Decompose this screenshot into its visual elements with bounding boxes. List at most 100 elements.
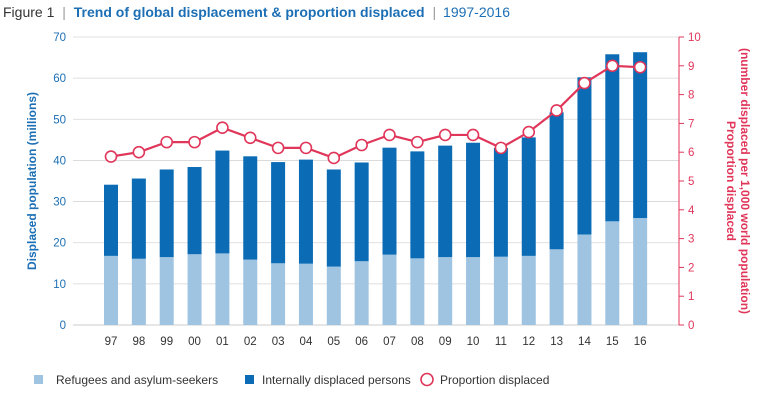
x-axis-tick-label: 14 (578, 336, 591, 348)
bar-idp (131, 178, 146, 259)
bar-refugees (159, 257, 174, 325)
left-axis-tick-label: 70 (53, 32, 66, 44)
figure-title: Figure 1 | Trend of global displacement … (3, 4, 510, 20)
proportion-marker (104, 150, 118, 163)
proportion-marker (216, 121, 229, 135)
x-axis-tick-label: 07 (383, 336, 396, 348)
bar-refugees (298, 263, 313, 325)
legend-swatch-refugees (34, 375, 43, 384)
x-axis-tick-label: 01 (216, 336, 229, 348)
bar-refugees (215, 253, 230, 325)
bar-idp (410, 151, 425, 259)
left-axis-tick-label: 60 (53, 73, 66, 85)
bar-refugees (410, 258, 425, 325)
x-axis-tick-label: 10 (467, 336, 480, 348)
bar-idp (633, 52, 648, 219)
bar-refugees (521, 255, 536, 325)
right-axis-ticks: 0 1 2 3 4 5 6 7 8 9 10 (679, 32, 701, 332)
title-separator: | (433, 4, 437, 20)
bar-idp (354, 162, 369, 262)
legend: Refugees and asylum-seekers Internally d… (34, 372, 549, 387)
x-axis-tick-label: 03 (272, 336, 285, 348)
proportion-marker (438, 128, 452, 142)
proportion-marker (411, 135, 424, 149)
title-years: 1997-2016 (443, 4, 510, 20)
bar-refugees (466, 257, 481, 325)
proportion-marker (299, 141, 313, 155)
bar-idp (104, 184, 118, 256)
bar-refugees (104, 255, 118, 325)
left-axis-tick-label: 10 (53, 279, 66, 291)
bar-refugees (382, 254, 397, 325)
bar-refugees (633, 218, 648, 325)
bar-refugees (187, 254, 202, 325)
proportion-marker (327, 151, 341, 165)
proportion-marker (605, 59, 619, 73)
title-separator: | (62, 4, 66, 20)
right-axis-tick-label: 8 (688, 90, 694, 102)
x-axis-tick-label: 97 (105, 336, 118, 348)
bar-idp (549, 112, 564, 250)
bar-idp (466, 142, 481, 258)
bar-refugees (131, 258, 146, 325)
bar-refugees (326, 266, 341, 325)
bar-idp (493, 148, 508, 257)
bar-series (104, 52, 648, 325)
bar-refugees (243, 259, 258, 325)
legend-marker-proportion (420, 372, 434, 387)
right-axis-tick-label: 1 (688, 291, 694, 303)
right-axis-title-line2: (number displaced per 1,000 world popula… (738, 48, 752, 314)
proportion-marker (160, 135, 173, 149)
bar-idp (605, 54, 620, 222)
left-axis-tick-label: 20 (53, 238, 66, 250)
left-axis-tick-label: 40 (53, 155, 66, 167)
bar-idp (382, 147, 397, 255)
x-axis-tick-label: 09 (439, 336, 452, 348)
x-axis-tick-label: 08 (411, 336, 424, 348)
legend-item-proportion: Proportion displaced (420, 372, 549, 387)
x-axis-tick-label: 13 (550, 336, 563, 348)
x-axis-tick-label: 98 (132, 336, 145, 348)
right-axis-tick-label: 4 (688, 205, 695, 217)
figure-number: Figure 1 (3, 4, 55, 20)
left-axis-tick-label: 30 (53, 197, 66, 209)
proportion-marker (355, 138, 368, 152)
legend-label-idp: Internally displaced persons (262, 373, 411, 387)
bar-refugees (549, 249, 564, 325)
proportion-marker (550, 104, 563, 117)
bar-refugees (438, 257, 453, 325)
legend-label-proportion: Proportion displaced (440, 373, 549, 387)
right-axis-tick-label: 3 (688, 234, 694, 246)
title-main: Trend of global displacement & proportio… (74, 4, 425, 20)
left-axis-tick-label: 50 (53, 114, 66, 126)
bar-idp (521, 137, 536, 256)
right-axis-title-line1: Proportion displaced (724, 121, 738, 241)
proportion-marker (132, 145, 146, 159)
bar-idp (215, 150, 230, 254)
left-axis-title: Displaced population (millions) (25, 92, 39, 270)
right-axis-tick-label: 9 (688, 61, 694, 73)
x-axis-tick-label: 04 (300, 336, 313, 348)
x-axis-tick-label: 00 (188, 336, 201, 348)
proportion-line-series (104, 59, 647, 165)
proportion-marker (466, 128, 480, 142)
legend-item-idp: Internally displaced persons (245, 373, 411, 387)
bar-refugees (605, 221, 620, 325)
proportion-marker (522, 125, 536, 139)
bar-idp (187, 167, 202, 255)
proportion-marker (243, 131, 257, 145)
legend-label-refugees: Refugees and asylum-seekers (56, 373, 218, 387)
x-axis-tick-label: 05 (327, 336, 340, 348)
right-axis-tick-label: 6 (688, 147, 694, 159)
proportion-marker (271, 141, 285, 155)
bar-idp (159, 169, 174, 258)
bar-refugees (577, 234, 592, 325)
legend-swatch-idp (245, 375, 254, 384)
bar-idp (438, 145, 453, 258)
proportion-marker (633, 60, 647, 74)
left-axis-tick-label: 0 (60, 320, 66, 332)
x-axis-tick-label: 06 (355, 336, 368, 348)
bar-refugees (271, 263, 286, 325)
proportion-marker (494, 141, 508, 155)
